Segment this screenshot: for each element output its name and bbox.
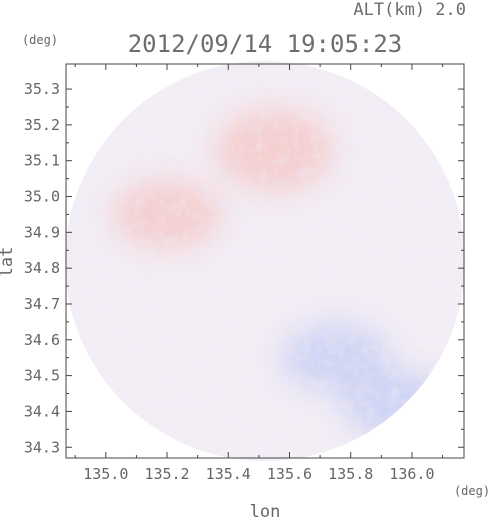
y-tick-label: 35.0 xyxy=(24,188,60,206)
y-tick-label: 35.3 xyxy=(24,80,60,98)
x-tick-label: 135.4 xyxy=(206,465,251,483)
x-tick-label: 135.0 xyxy=(83,465,128,483)
plot-frame xyxy=(65,63,465,459)
y-tick-label: 34.9 xyxy=(24,223,60,241)
y-unit-label: (deg) xyxy=(22,33,58,47)
radar-field xyxy=(65,61,465,461)
x-tick-label: 135.6 xyxy=(267,465,312,483)
y-tick-label: 34.6 xyxy=(24,331,60,349)
x-tick-label: 136.0 xyxy=(389,465,434,483)
y-tick-label: 35.2 xyxy=(24,116,60,134)
chart-title-datetime: 2012/09/14 19:05:23 xyxy=(128,30,403,58)
y-tick-label: 34.8 xyxy=(24,259,60,277)
x-tick-label: 135.2 xyxy=(144,465,189,483)
y-tick-label: 35.1 xyxy=(24,152,60,170)
y-axis-ticks: 34.3 34.4 34.5 34.6 34.7 34.8 34.9 35.0 35.1 35.2… xyxy=(24,80,464,456)
y-tick-label: 34.5 xyxy=(24,367,60,385)
altitude-label: ALT(km) 2.0 xyxy=(353,0,466,20)
y-tick-label: 34.3 xyxy=(24,438,60,456)
y-tick-label: 34.7 xyxy=(24,295,60,313)
y-axis-label: lat xyxy=(0,247,17,278)
x-axis-ticks: 135.0 135.2 135.4 135.6 135.8 136.0 xyxy=(74,64,444,483)
field-noise-positive xyxy=(65,61,465,461)
x-axis-label: lon xyxy=(250,502,281,521)
y-tick-label: 34.4 xyxy=(24,402,60,420)
x-tick-label: 135.8 xyxy=(328,465,373,483)
x-unit-label: (deg) xyxy=(454,484,490,498)
